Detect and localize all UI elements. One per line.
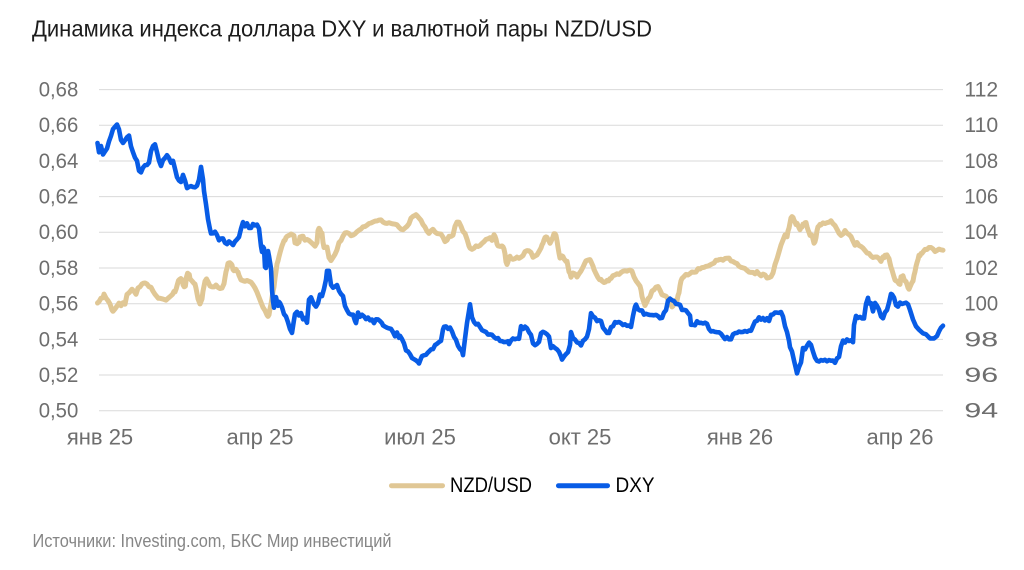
svg-text:0,68: 0,68 [39,79,79,102]
svg-text:108: 108 [964,150,998,173]
svg-text:Динамика индекса доллара DXY и: Динамика индекса доллара DXY и валютной … [32,15,652,41]
svg-text:98: 98 [964,328,998,351]
svg-text:янв 25: янв 25 [67,425,133,450]
svg-text:102: 102 [964,257,998,280]
svg-text:100: 100 [964,293,998,316]
svg-text:0,56: 0,56 [39,293,79,316]
svg-text:0,62: 0,62 [39,186,79,209]
svg-text:0,64: 0,64 [39,150,79,173]
svg-text:0,54: 0,54 [39,328,79,351]
svg-text:окт 25: окт 25 [549,425,612,450]
svg-text:NZD/USD: NZD/USD [450,474,532,497]
svg-text:112: 112 [964,79,998,102]
svg-text:0,58: 0,58 [39,257,79,280]
svg-text:104: 104 [964,221,998,244]
svg-text:апр 26: апр 26 [867,425,934,450]
svg-text:0,52: 0,52 [39,364,79,387]
svg-text:96: 96 [964,364,998,387]
svg-text:апр 25: апр 25 [227,425,294,450]
svg-text:0,50: 0,50 [39,400,79,423]
svg-text:110: 110 [964,114,998,137]
svg-text:июл 25: июл 25 [384,425,456,450]
svg-text:0,60: 0,60 [39,221,79,244]
svg-text:янв 26: янв 26 [707,425,773,450]
svg-text:0,66: 0,66 [39,114,79,137]
svg-text:Источники: Investing.com, БКС: Источники: Investing.com, БКС Мир инвест… [33,530,392,551]
svg-text:DXY: DXY [616,474,655,497]
svg-text:106: 106 [964,186,998,209]
svg-text:94: 94 [964,400,998,423]
